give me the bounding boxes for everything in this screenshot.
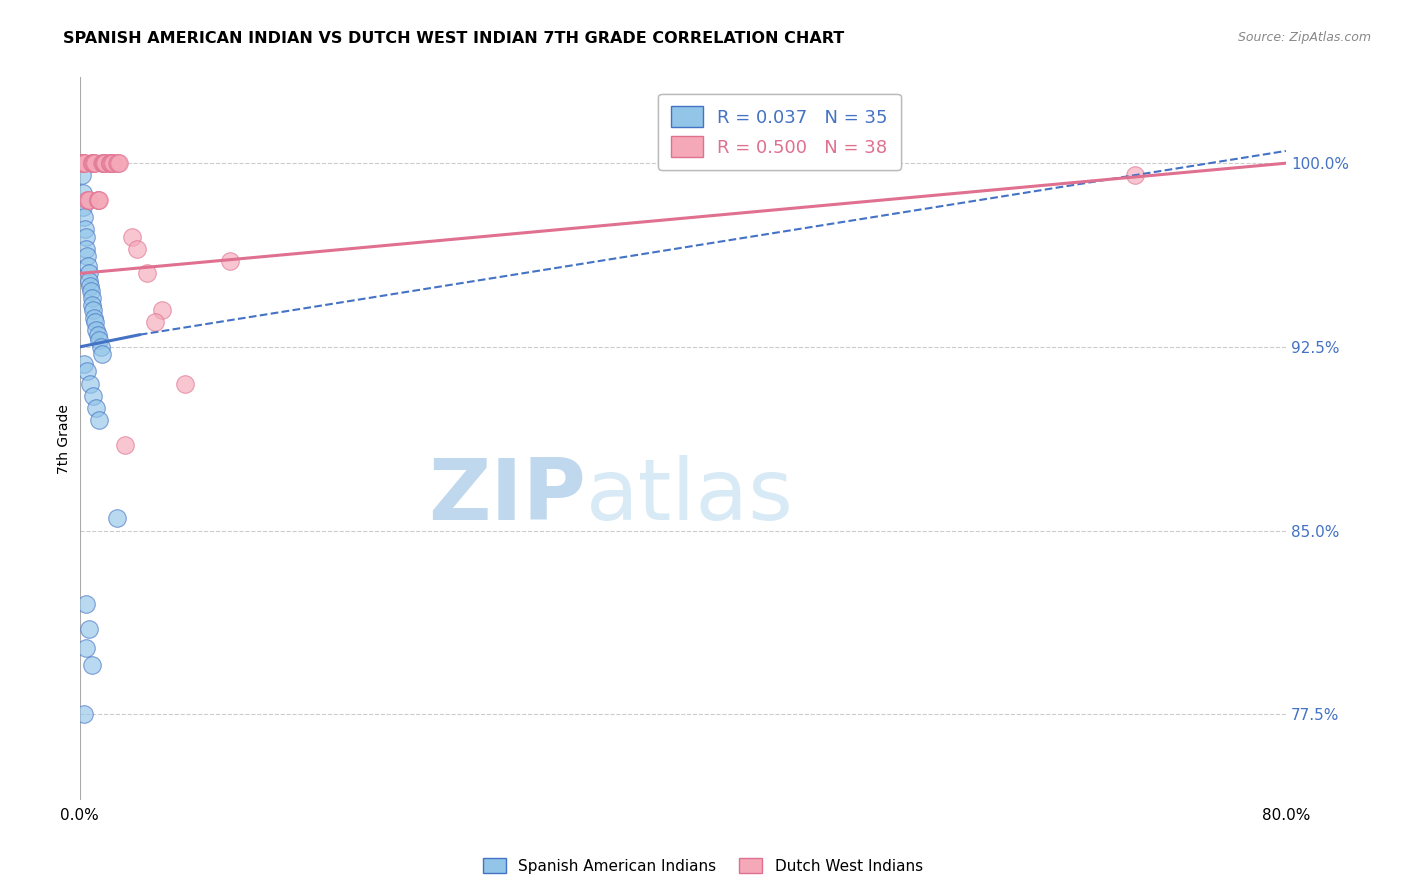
Point: [105, 511, 128, 525]
Point: [73, 707, 96, 722]
Point: [93, 156, 115, 170]
Point: [73, 210, 96, 224]
Point: [121, 229, 143, 244]
Point: [83, 310, 105, 325]
Point: [86, 193, 108, 207]
Point: [82, 156, 104, 170]
Text: atlas: atlas: [586, 455, 794, 538]
Point: [98, 156, 121, 170]
Point: [93, 156, 115, 170]
Point: [87, 193, 110, 207]
Text: Source: ZipAtlas.com: Source: ZipAtlas.com: [1237, 31, 1371, 45]
Point: [82, 389, 104, 403]
Point: [72, 186, 94, 200]
Point: [94, 156, 117, 170]
Point: [77, 193, 100, 207]
Point: [76, 364, 98, 378]
Point: [75, 641, 97, 656]
Point: [87, 413, 110, 427]
Point: [87, 333, 110, 347]
Point: [79, 274, 101, 288]
Point: [79, 278, 101, 293]
Point: [90, 340, 112, 354]
Point: [77, 267, 100, 281]
Point: [76, 193, 98, 207]
Point: [107, 156, 129, 170]
Legend: R = 0.037   N = 35, R = 0.500   N = 38: R = 0.037 N = 35, R = 0.500 N = 38: [658, 94, 901, 169]
Point: [136, 267, 159, 281]
Point: [80, 291, 103, 305]
Point: [79, 376, 101, 391]
Point: [101, 156, 124, 170]
Point: [86, 327, 108, 342]
Point: [73, 357, 96, 371]
Point: [219, 254, 242, 268]
Point: [91, 347, 114, 361]
Point: [73, 156, 96, 170]
Point: [152, 303, 174, 318]
Point: [73, 222, 96, 236]
Point: [76, 259, 98, 273]
Point: [83, 156, 105, 170]
Point: [143, 315, 166, 329]
Legend: Spanish American Indians, Dutch West Indians: Spanish American Indians, Dutch West Ind…: [477, 852, 929, 880]
Point: [83, 315, 105, 329]
Point: [77, 622, 100, 636]
Point: [114, 438, 136, 452]
Point: [125, 242, 148, 256]
Point: [70, 169, 93, 183]
Point: [76, 193, 98, 207]
Point: [72, 156, 94, 170]
Point: [84, 323, 107, 337]
Point: [87, 193, 110, 207]
Point: [107, 156, 129, 170]
Point: [100, 156, 122, 170]
Point: [75, 242, 97, 256]
Y-axis label: 7th Grade: 7th Grade: [58, 404, 72, 474]
Point: [72, 200, 94, 214]
Point: [80, 658, 103, 673]
Point: [1123, 169, 1146, 183]
Point: [82, 156, 104, 170]
Point: [91, 156, 114, 170]
Text: SPANISH AMERICAN INDIAN VS DUTCH WEST INDIAN 7TH GRADE CORRELATION CHART: SPANISH AMERICAN INDIAN VS DUTCH WEST IN…: [63, 31, 845, 46]
Point: [76, 249, 98, 263]
Point: [83, 156, 105, 170]
Point: [100, 156, 122, 170]
Point: [80, 156, 103, 170]
Point: [75, 597, 97, 611]
Point: [75, 229, 97, 244]
Point: [80, 284, 103, 298]
Point: [73, 156, 96, 170]
Point: [82, 303, 104, 318]
Text: ZIP: ZIP: [429, 455, 586, 538]
Point: [70, 156, 93, 170]
Point: [105, 156, 128, 170]
Point: [101, 156, 124, 170]
Point: [91, 156, 114, 170]
Point: [84, 401, 107, 416]
Point: [72, 156, 94, 170]
Point: [82, 298, 104, 312]
Point: [174, 376, 197, 391]
